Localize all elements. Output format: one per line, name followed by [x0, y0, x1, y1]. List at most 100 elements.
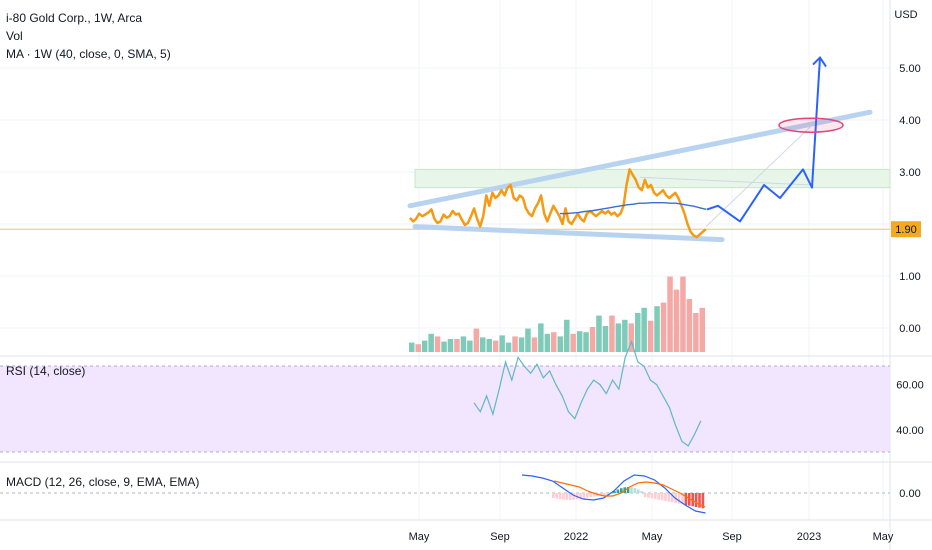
target-zone	[414, 168, 891, 189]
rsi-line	[473, 339, 702, 447]
macd-legend: MACD (12, 26, close, 9, EMA, EMA)	[6, 475, 200, 489]
macd-hist-bar	[572, 493, 575, 500]
macd-hist-bar	[599, 493, 603, 496]
volume-bar	[538, 323, 544, 352]
macd-hist-bar	[664, 493, 667, 501]
volume-bar	[557, 336, 563, 352]
time-axis-tick-label: May	[409, 531, 430, 543]
ma-series-line	[560, 201, 707, 215]
rsi-axis-tick-label: 40.00	[896, 425, 924, 437]
macd-hist-bar	[643, 493, 647, 497]
macd-hist-bar	[657, 493, 660, 500]
current-price-label: 1.90	[895, 224, 916, 236]
projection-path	[706, 57, 821, 223]
volume-bar	[699, 307, 705, 352]
volume-bar	[454, 339, 460, 352]
macd-hist-bar	[667, 493, 671, 502]
price-axis-tick-label: 4.00	[899, 115, 920, 127]
volume-bar	[622, 319, 628, 352]
volume-bar	[686, 299, 693, 352]
time-axis-tick-label: Sep	[490, 531, 510, 543]
rsi-band	[0, 366, 890, 452]
volume-bar	[480, 337, 486, 352]
volume-bar	[518, 337, 525, 352]
macd-hist-bar	[565, 493, 569, 500]
volume-bar	[551, 332, 557, 352]
macd-signal-line	[553, 480, 706, 508]
price-axis-tick-label: 1.00	[899, 271, 920, 283]
volume-bar	[505, 342, 512, 352]
volume-bar	[583, 332, 589, 352]
channel-lower-line	[412, 224, 725, 243]
macd-hist-bar	[681, 493, 684, 505]
volume-bar	[492, 340, 499, 352]
time-axis-tick-label: May	[642, 531, 663, 543]
volume-bar	[409, 342, 415, 352]
volume-bar	[570, 333, 576, 352]
macd-hist-bar	[592, 493, 596, 497]
volume-bar	[421, 340, 428, 352]
volume-bar	[486, 339, 492, 352]
macd-hist-bar	[640, 491, 643, 493]
volume-bar	[667, 276, 673, 352]
volume-bar	[673, 289, 680, 352]
macd-hist-bar	[650, 493, 654, 499]
volume-bar	[641, 307, 647, 352]
volume-bar	[589, 327, 596, 352]
macd-hist-bar	[671, 493, 674, 503]
volume-bar	[615, 323, 622, 352]
ma-legend: MA · 1W (40, close, 0, SMA, 5)	[6, 47, 171, 61]
macd-hist-bar	[633, 488, 637, 493]
macd-hist-bar	[694, 493, 698, 507]
macd-hist-bar	[630, 487, 633, 493]
volume-bar	[660, 302, 667, 352]
time-axis-tick-label: May	[873, 531, 894, 543]
macd-hist-bar	[684, 493, 688, 505]
macd-hist-bar	[613, 491, 616, 493]
volume-legend: Vol	[6, 29, 23, 43]
price-axis-currency: USD	[894, 9, 917, 21]
macd-hist-bar	[620, 488, 623, 493]
macd-hist-bar	[626, 487, 630, 493]
macd-hist-bar	[660, 493, 664, 501]
volume-bar	[564, 319, 570, 352]
guide-line	[639, 176, 813, 186]
rsi-legend: RSI (14, close)	[6, 364, 86, 378]
volume-bar	[596, 315, 602, 352]
volume-bar	[441, 341, 447, 352]
macd-line	[521, 474, 706, 514]
volume-bar	[512, 336, 518, 352]
volume-bar	[628, 323, 634, 352]
macd-hist-bar	[586, 493, 589, 498]
macd-hist-bar	[555, 493, 558, 499]
macd-hist-bar	[603, 493, 606, 497]
volume-bar	[415, 344, 421, 352]
rsi-axis-tick-label: 60.00	[896, 380, 924, 392]
volume-bar	[602, 326, 609, 352]
volume-bar	[434, 336, 441, 352]
volume-bar	[467, 340, 473, 352]
volume-bar	[531, 337, 538, 352]
macd-hist-bar	[552, 493, 555, 498]
macd-hist-bar	[637, 489, 640, 493]
macd-hist-bar	[654, 493, 657, 499]
channel-upper-line	[407, 109, 873, 209]
volume-bar	[609, 315, 615, 352]
macd-histogram	[552, 487, 705, 509]
volume-bar	[647, 320, 654, 352]
macd-hist-bar	[562, 493, 565, 500]
price-axis-tick-label: 3.00	[899, 167, 920, 179]
volume-bar	[635, 313, 641, 352]
time-axis-tick-label: 2022	[564, 531, 588, 543]
volume-bar	[525, 328, 531, 352]
volume-bar	[576, 331, 583, 352]
macd-axis-tick-label: 0.00	[899, 488, 920, 500]
macd-hist-bar	[698, 493, 701, 508]
chart-title: i-80 Gold Corp., 1W, Arca	[6, 11, 143, 25]
target-ellipse	[778, 117, 844, 133]
volume-bar	[473, 328, 480, 352]
macd-hist-bar	[569, 493, 572, 500]
volume-bar	[499, 335, 505, 352]
macd-hist-bar	[691, 493, 694, 507]
